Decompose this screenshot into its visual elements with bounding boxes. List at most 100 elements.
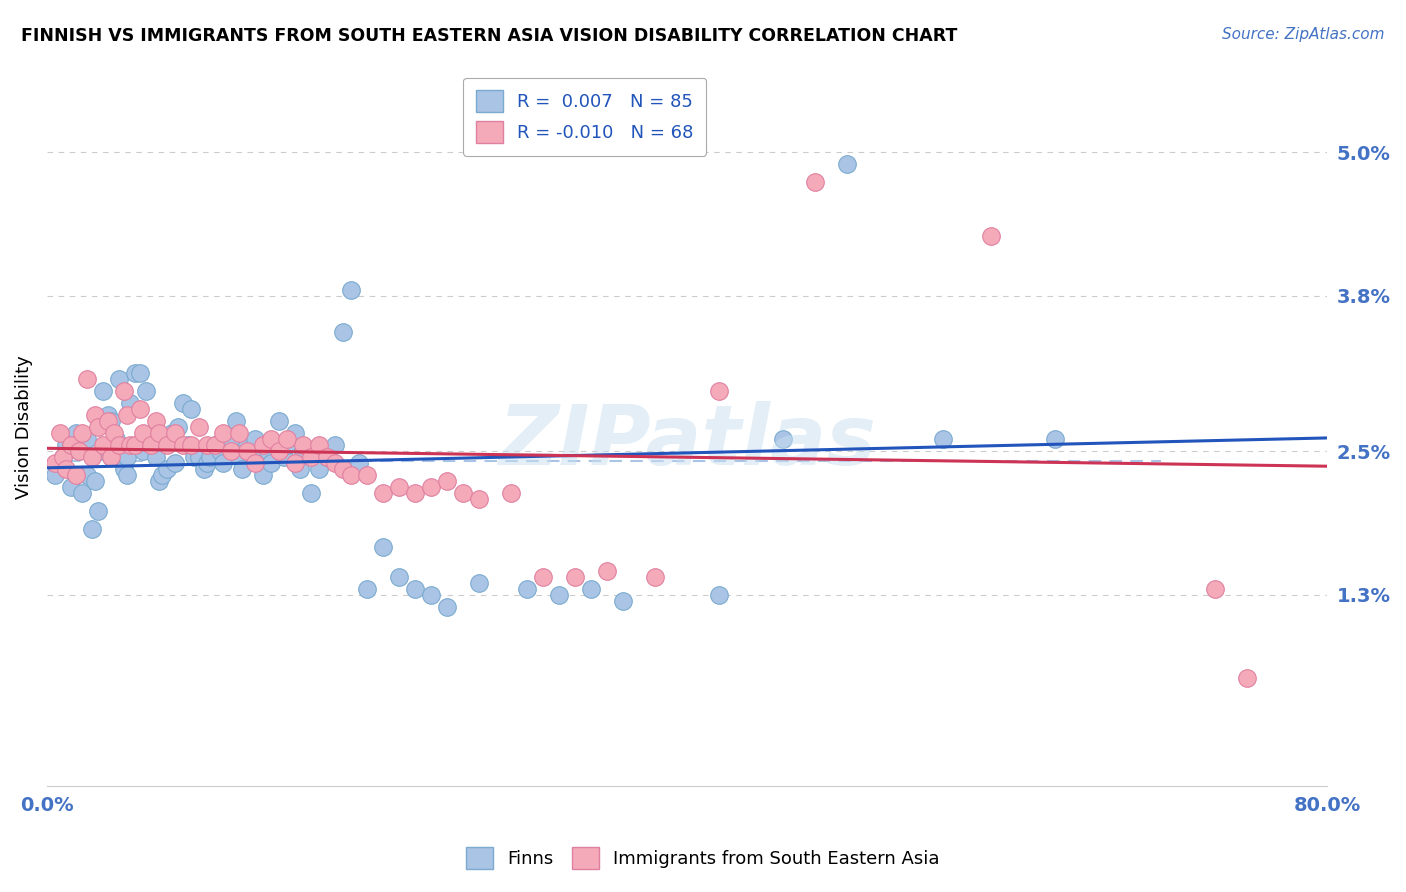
Point — [124, 438, 146, 452]
Point — [316, 450, 339, 464]
Point — [371, 486, 394, 500]
Point — [835, 157, 858, 171]
Point — [564, 569, 586, 583]
Point — [356, 582, 378, 596]
Text: Source: ZipAtlas.com: Source: ZipAtlas.com — [1222, 27, 1385, 42]
Point — [160, 426, 183, 441]
Point — [104, 432, 127, 446]
Point — [356, 468, 378, 483]
Point — [76, 468, 98, 483]
Point — [208, 444, 231, 458]
Point — [193, 462, 215, 476]
Point — [340, 283, 363, 297]
Point — [332, 325, 354, 339]
Point — [52, 450, 75, 464]
Point — [323, 456, 346, 470]
Text: ZIPatlas: ZIPatlas — [498, 401, 876, 482]
Point — [115, 468, 138, 483]
Point — [172, 396, 194, 410]
Point — [228, 450, 250, 464]
Point — [388, 569, 411, 583]
Point — [932, 432, 955, 446]
Y-axis label: Vision Disability: Vision Disability — [15, 355, 32, 499]
Point — [124, 367, 146, 381]
Point — [980, 228, 1002, 243]
Point — [516, 582, 538, 596]
Point — [87, 420, 110, 434]
Point — [156, 462, 179, 476]
Point — [172, 438, 194, 452]
Point — [183, 450, 205, 464]
Point — [548, 588, 571, 602]
Point — [225, 414, 247, 428]
Point — [70, 486, 93, 500]
Point — [167, 420, 190, 434]
Point — [65, 468, 87, 483]
Point — [404, 582, 426, 596]
Point — [256, 444, 278, 458]
Point — [252, 468, 274, 483]
Point — [267, 444, 290, 458]
Point — [273, 450, 295, 464]
Point — [772, 432, 794, 446]
Point — [132, 426, 155, 441]
Point — [156, 438, 179, 452]
Point — [112, 462, 135, 476]
Point — [76, 372, 98, 386]
Point — [612, 593, 634, 607]
Point — [148, 426, 170, 441]
Point — [52, 450, 75, 464]
Point — [308, 462, 330, 476]
Point — [260, 432, 283, 446]
Point — [145, 414, 167, 428]
Point — [644, 569, 666, 583]
Point — [451, 486, 474, 500]
Point — [240, 444, 263, 458]
Point — [115, 450, 138, 464]
Point — [371, 540, 394, 554]
Point — [243, 432, 266, 446]
Point — [198, 450, 221, 464]
Point — [100, 414, 122, 428]
Point — [177, 438, 200, 452]
Point — [132, 444, 155, 458]
Point — [468, 491, 491, 506]
Point — [128, 402, 150, 417]
Point — [204, 438, 226, 452]
Point — [212, 426, 235, 441]
Point — [55, 462, 77, 476]
Point — [284, 426, 307, 441]
Point — [436, 599, 458, 614]
Point — [707, 588, 730, 602]
Point — [139, 438, 162, 452]
Point — [388, 480, 411, 494]
Point — [236, 438, 259, 452]
Point — [219, 432, 242, 446]
Point — [420, 480, 443, 494]
Point — [187, 450, 209, 464]
Point — [260, 456, 283, 470]
Point — [276, 432, 298, 446]
Point — [707, 384, 730, 399]
Point — [135, 384, 157, 399]
Point — [108, 372, 131, 386]
Point — [180, 438, 202, 452]
Point — [204, 438, 226, 452]
Point — [596, 564, 619, 578]
Point — [145, 450, 167, 464]
Point — [195, 456, 218, 470]
Point — [231, 462, 253, 476]
Point — [108, 438, 131, 452]
Point — [323, 438, 346, 452]
Point — [195, 438, 218, 452]
Point — [80, 522, 103, 536]
Point — [83, 474, 105, 488]
Legend: Finns, Immigrants from South Eastern Asia: Finns, Immigrants from South Eastern Asi… — [457, 838, 949, 879]
Point — [97, 414, 120, 428]
Text: FINNISH VS IMMIGRANTS FROM SOUTH EASTERN ASIA VISION DISABILITY CORRELATION CHAR: FINNISH VS IMMIGRANTS FROM SOUTH EASTERN… — [21, 27, 957, 45]
Point — [139, 432, 162, 446]
Point — [44, 456, 66, 470]
Point — [531, 569, 554, 583]
Point — [180, 402, 202, 417]
Point — [347, 456, 370, 470]
